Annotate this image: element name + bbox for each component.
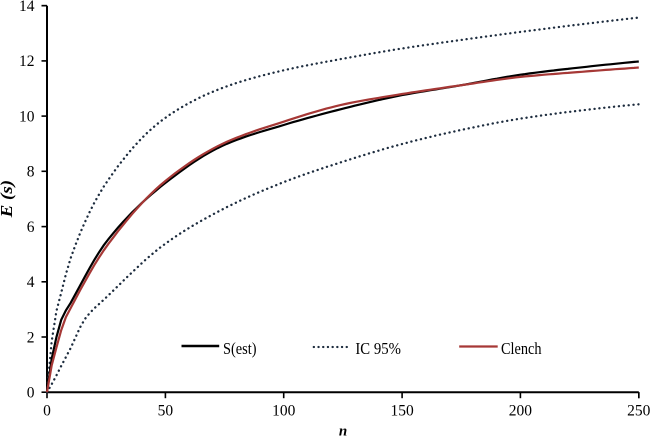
svg-text:4: 4: [27, 274, 35, 291]
svg-text:10: 10: [19, 108, 35, 125]
svg-text:250: 250: [627, 403, 650, 420]
svg-text:8: 8: [27, 164, 35, 181]
svg-text:S(est): S(est): [223, 339, 257, 358]
svg-text:2: 2: [27, 329, 35, 346]
svg-text:150: 150: [390, 403, 414, 420]
svg-text:E (s): E (s): [0, 180, 16, 219]
svg-text:0: 0: [27, 385, 35, 402]
svg-text:50: 50: [158, 403, 174, 420]
svg-text:n: n: [339, 424, 347, 437]
svg-text:6: 6: [27, 219, 35, 236]
svg-text:12: 12: [19, 53, 35, 70]
svg-text:14: 14: [19, 0, 35, 15]
svg-text:IC 95%: IC 95%: [355, 339, 401, 358]
svg-text:0: 0: [43, 403, 51, 420]
svg-text:Clench: Clench: [501, 339, 542, 358]
svg-text:100: 100: [272, 403, 296, 420]
svg-text:200: 200: [509, 403, 533, 420]
